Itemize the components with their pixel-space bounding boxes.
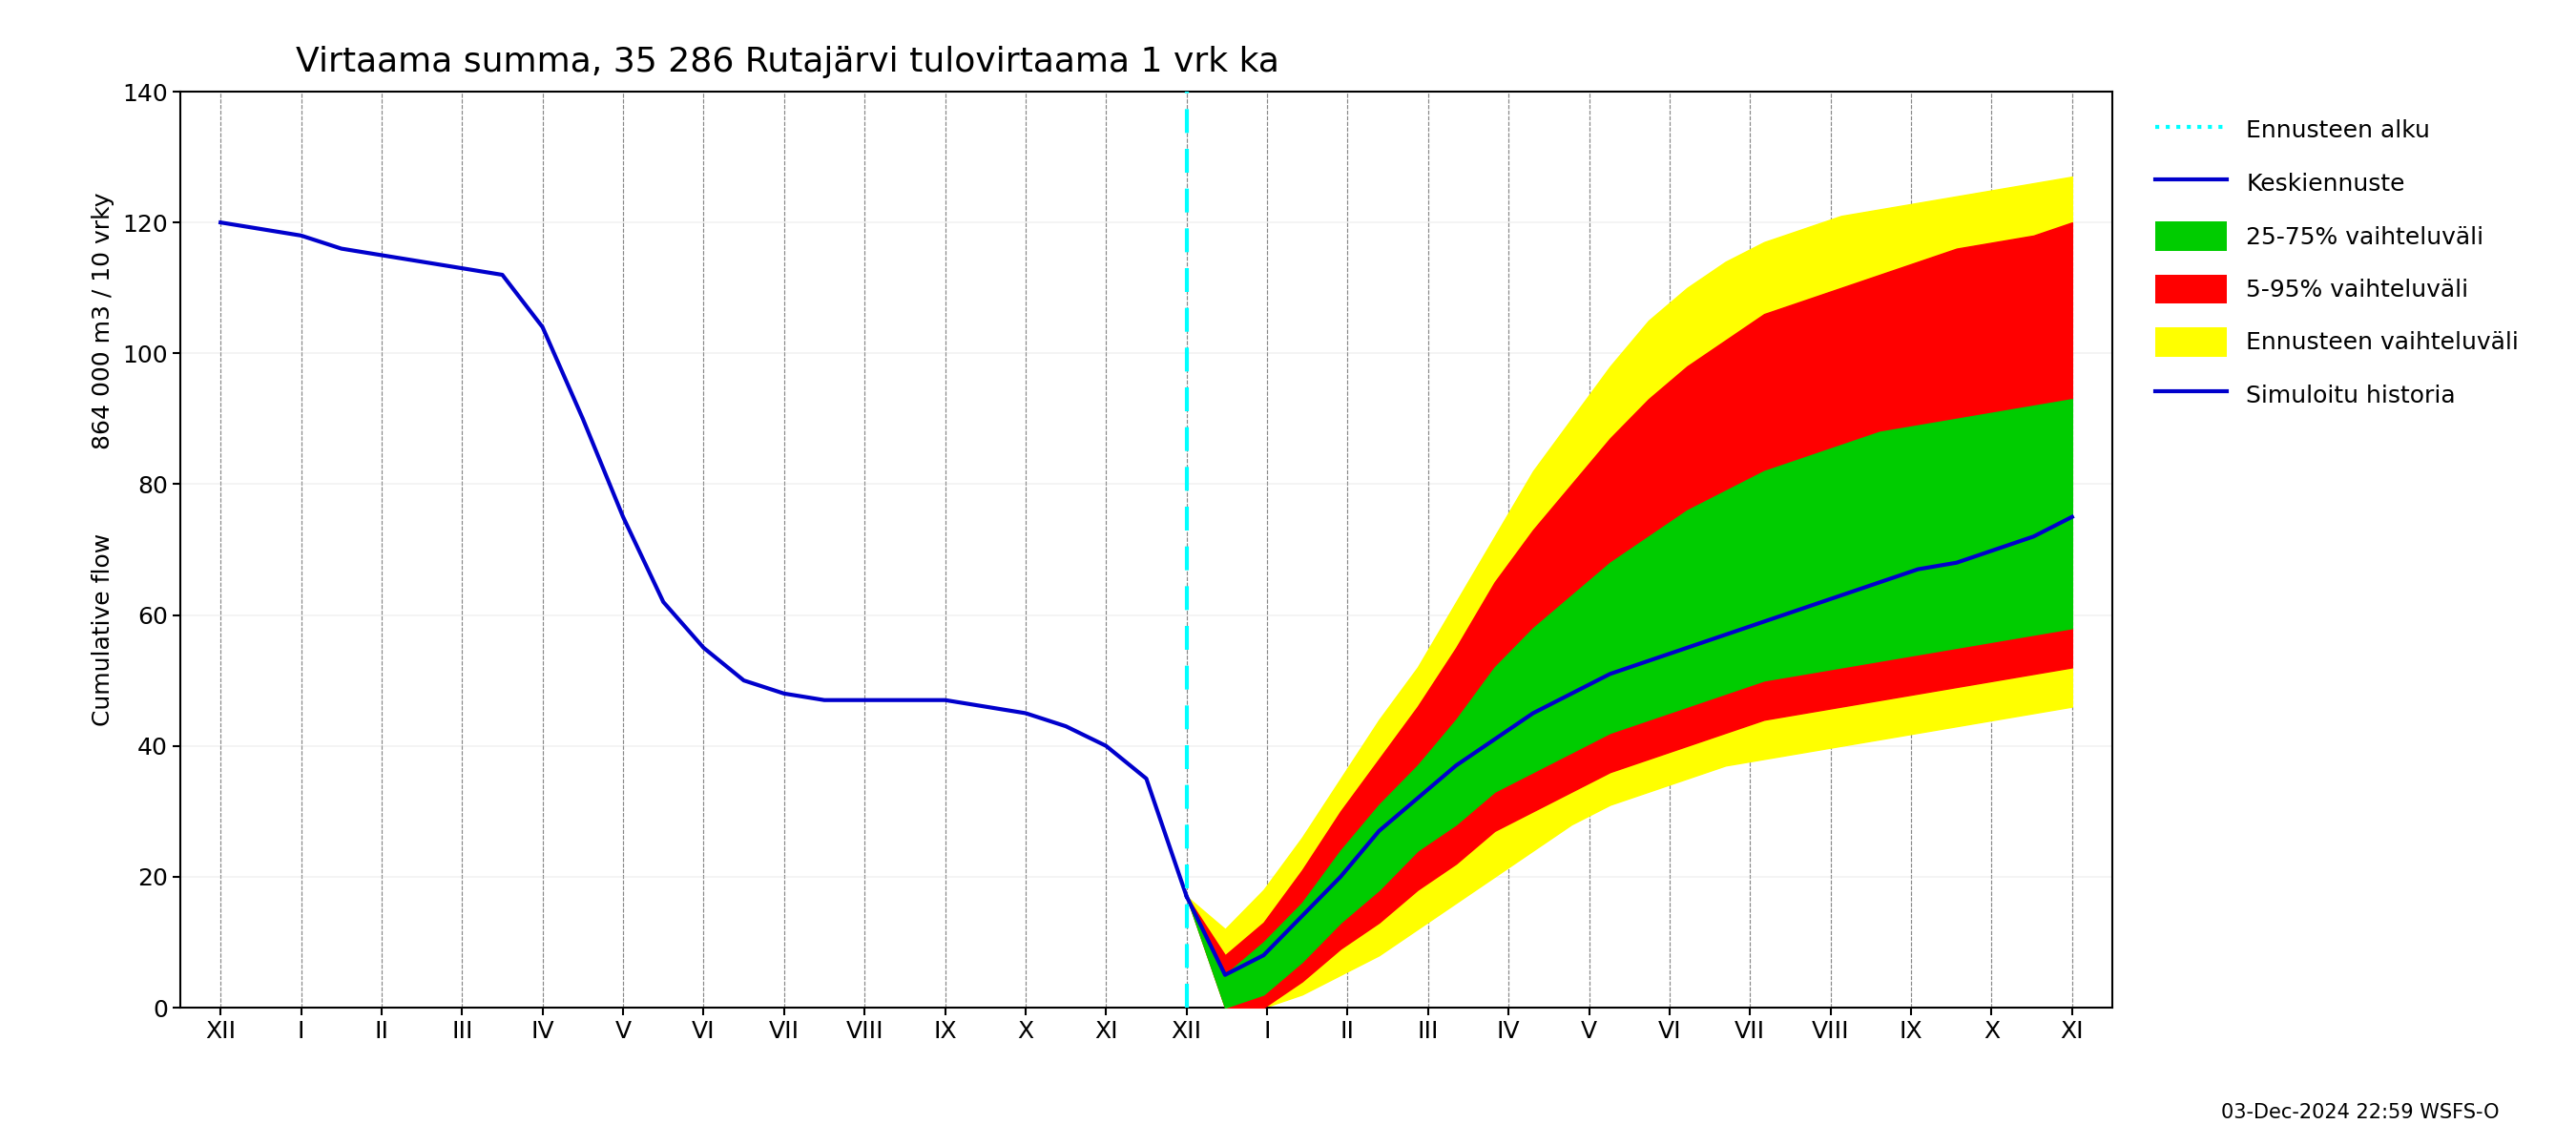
Text: Cumulative flow: Cumulative flow <box>93 534 113 726</box>
Text: Virtaama summa, 35 286 Rutajärvi tulovirtaama 1 vrk ka: Virtaama summa, 35 286 Rutajärvi tulovir… <box>296 46 1280 78</box>
Text: 03-Dec-2024 22:59 WSFS-O: 03-Dec-2024 22:59 WSFS-O <box>2221 1103 2499 1122</box>
Text: 864 000 m3 / 10 vrky: 864 000 m3 / 10 vrky <box>93 192 113 449</box>
Legend: Ennusteen alku, Keskiennuste, 25-75% vaihteluväli, 5-95% vaihteluväli, Ennusteen: Ennusteen alku, Keskiennuste, 25-75% vai… <box>2143 103 2530 421</box>
